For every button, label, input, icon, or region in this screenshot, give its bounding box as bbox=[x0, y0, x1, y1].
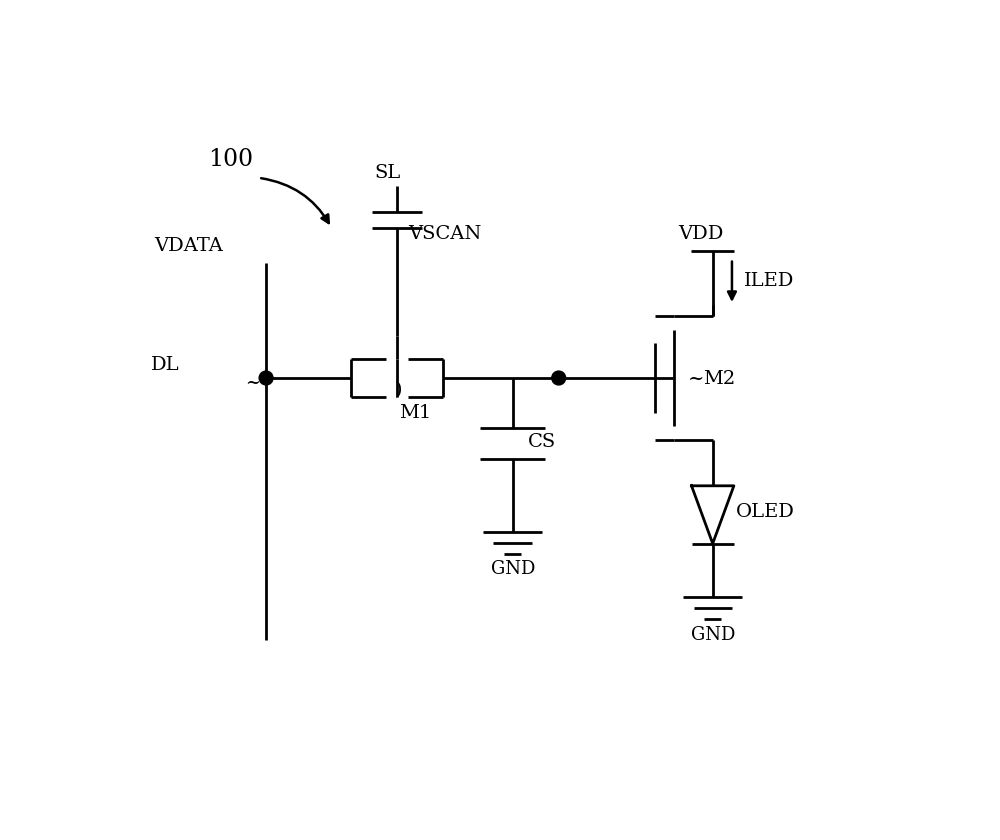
Text: ILED: ILED bbox=[744, 271, 794, 290]
Text: GND: GND bbox=[691, 626, 736, 643]
Text: SL: SL bbox=[374, 164, 400, 181]
Text: ~: ~ bbox=[688, 370, 704, 388]
Circle shape bbox=[259, 371, 273, 385]
Text: CS: CS bbox=[528, 433, 556, 451]
Text: GND: GND bbox=[491, 560, 535, 579]
Circle shape bbox=[552, 371, 566, 385]
Text: DL: DL bbox=[151, 356, 179, 375]
FancyArrowPatch shape bbox=[261, 178, 329, 223]
Text: ): ) bbox=[395, 381, 402, 399]
Text: ~: ~ bbox=[245, 374, 260, 391]
Text: M1: M1 bbox=[399, 404, 431, 422]
Text: M2: M2 bbox=[703, 370, 736, 388]
Text: OLED: OLED bbox=[736, 502, 795, 521]
Text: VDATA: VDATA bbox=[154, 237, 223, 255]
Text: 100: 100 bbox=[208, 148, 253, 171]
Text: VDD: VDD bbox=[678, 225, 723, 244]
Text: VSCAN: VSCAN bbox=[409, 225, 482, 244]
